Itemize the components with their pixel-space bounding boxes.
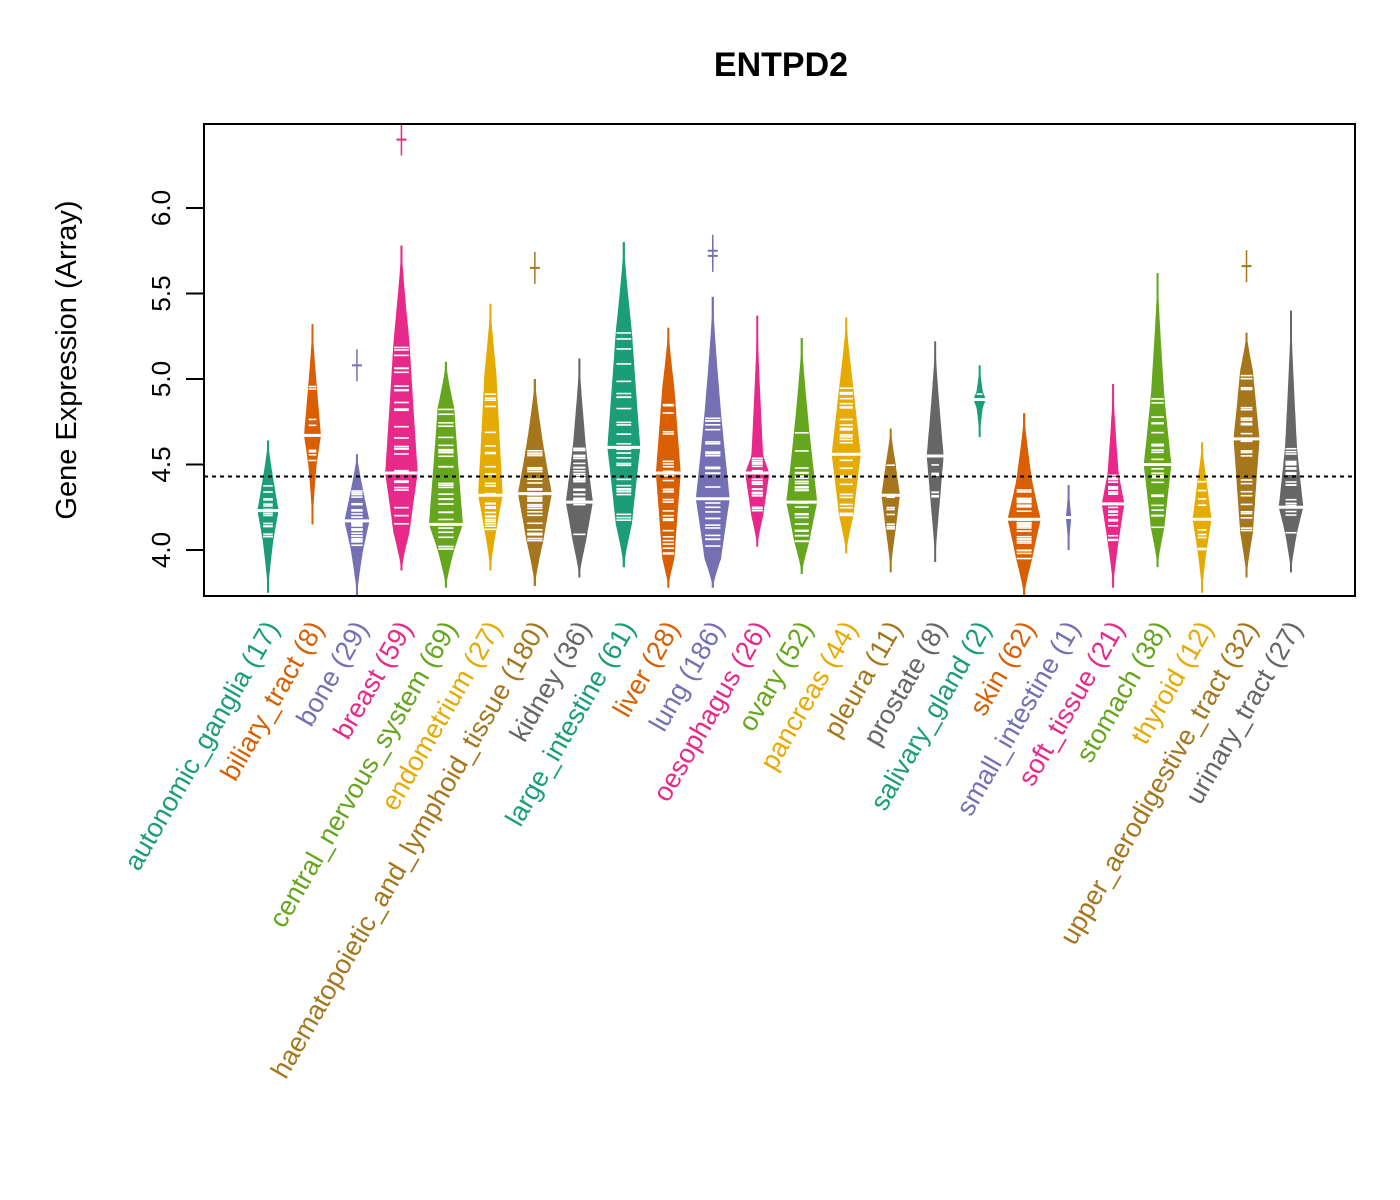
violin-endometrium <box>476 303 505 571</box>
violin-bone <box>342 349 372 597</box>
violin-pancreas <box>829 317 863 554</box>
violin-lung <box>693 234 732 588</box>
chart-title: ENTPD2 <box>714 46 848 84</box>
violin-autonomic_ganglia <box>255 440 281 593</box>
violin-haematopoietic_and_lymphoid_tissue <box>515 251 554 586</box>
violin-salivary_gland <box>971 365 988 438</box>
y-tick-label: 6.0 <box>146 190 176 226</box>
x-axis-labels: autonomic_ganglia (17)biliary_tract (8)b… <box>118 616 1308 1083</box>
violin-stomach <box>1141 272 1174 568</box>
y-axis: 4.0 4.5 5.0 5.5 6.0 <box>146 190 204 568</box>
violin-soft_tissue <box>1099 384 1127 588</box>
violin-breast <box>383 123 420 571</box>
violin-kidney <box>563 358 595 578</box>
violin-large_intestine <box>605 242 643 568</box>
violin-central_nervous_system <box>426 361 465 588</box>
violin-skin <box>1005 413 1043 597</box>
violin-biliary_tract <box>301 324 324 525</box>
y-tick-label: 5.0 <box>146 361 176 397</box>
violin-upper_aerodigestive_tract <box>1231 250 1262 578</box>
violin-thyroid <box>1190 442 1214 593</box>
plot-frame <box>203 123 1356 597</box>
violin-prostate <box>924 341 946 562</box>
violin-small_intestine <box>1061 485 1077 550</box>
y-tick-label: 4.5 <box>146 446 176 482</box>
violin-oesophagus <box>743 315 772 547</box>
violin-liver <box>653 327 683 588</box>
violins <box>255 123 1306 597</box>
violin-ovary <box>784 337 820 574</box>
y-axis-label: Gene Expression (Array) <box>51 200 83 519</box>
y-tick-label: 4.0 <box>146 532 176 568</box>
y-tick-label: 5.5 <box>146 275 176 311</box>
violin-urinary_tract <box>1276 310 1306 573</box>
violin-pleura <box>879 428 903 573</box>
